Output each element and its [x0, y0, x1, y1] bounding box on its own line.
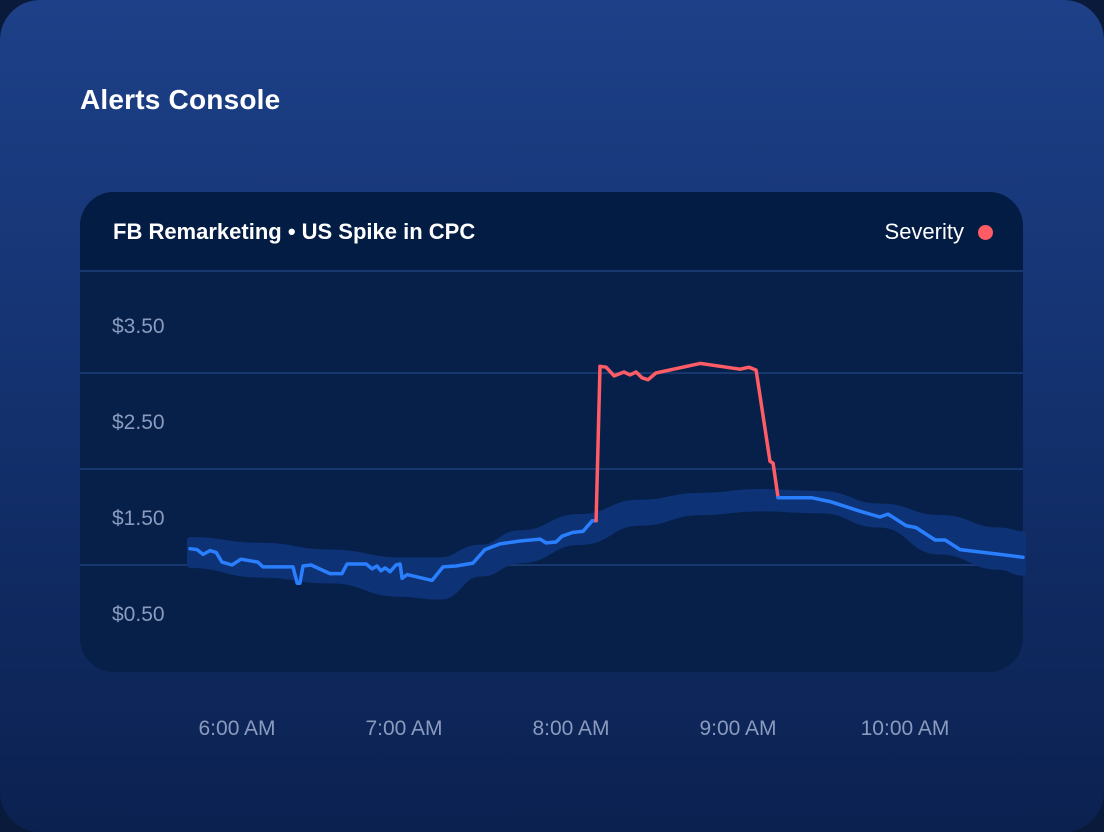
- alert-chart-card: FB Remarketing • US Spike in CPC Severit…: [80, 192, 1023, 672]
- y-tick-label: $2.50: [112, 411, 165, 434]
- y-tick-label: $0.50: [112, 603, 165, 626]
- severity-label: Severity: [884, 219, 964, 244]
- x-tick-label: 6:00 AM: [199, 717, 276, 740]
- card-title: FB Remarketing • US Spike in CPC: [113, 219, 476, 244]
- alert-series-line: [594, 361, 780, 523]
- x-tick-label: 10:00 AM: [861, 717, 950, 740]
- severity-legend: Severity: [885, 219, 993, 245]
- x-tick-label: 8:00 AM: [532, 717, 609, 740]
- normal-series-line: [776, 496, 1025, 560]
- expected-range-band: [187, 489, 1026, 600]
- x-tick-label: 7:00 AM: [365, 717, 442, 740]
- x-tick-label: 9:00 AM: [699, 717, 776, 740]
- y-tick-label: $3.50: [112, 315, 165, 338]
- y-tick-label: $1.50: [112, 507, 165, 530]
- severity-dot-icon: [978, 224, 993, 240]
- page-title: Alerts Console: [80, 84, 281, 115]
- normal-series-line: [188, 519, 598, 585]
- card-header: FB Remarketing • US Spike in CPC Severit…: [80, 192, 1023, 272]
